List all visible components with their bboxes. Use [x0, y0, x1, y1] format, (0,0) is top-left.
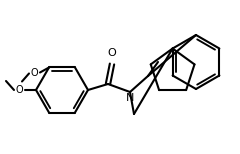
Text: O: O: [15, 85, 23, 95]
Text: N: N: [126, 93, 134, 103]
Text: O: O: [30, 69, 38, 79]
Text: O: O: [108, 48, 116, 58]
